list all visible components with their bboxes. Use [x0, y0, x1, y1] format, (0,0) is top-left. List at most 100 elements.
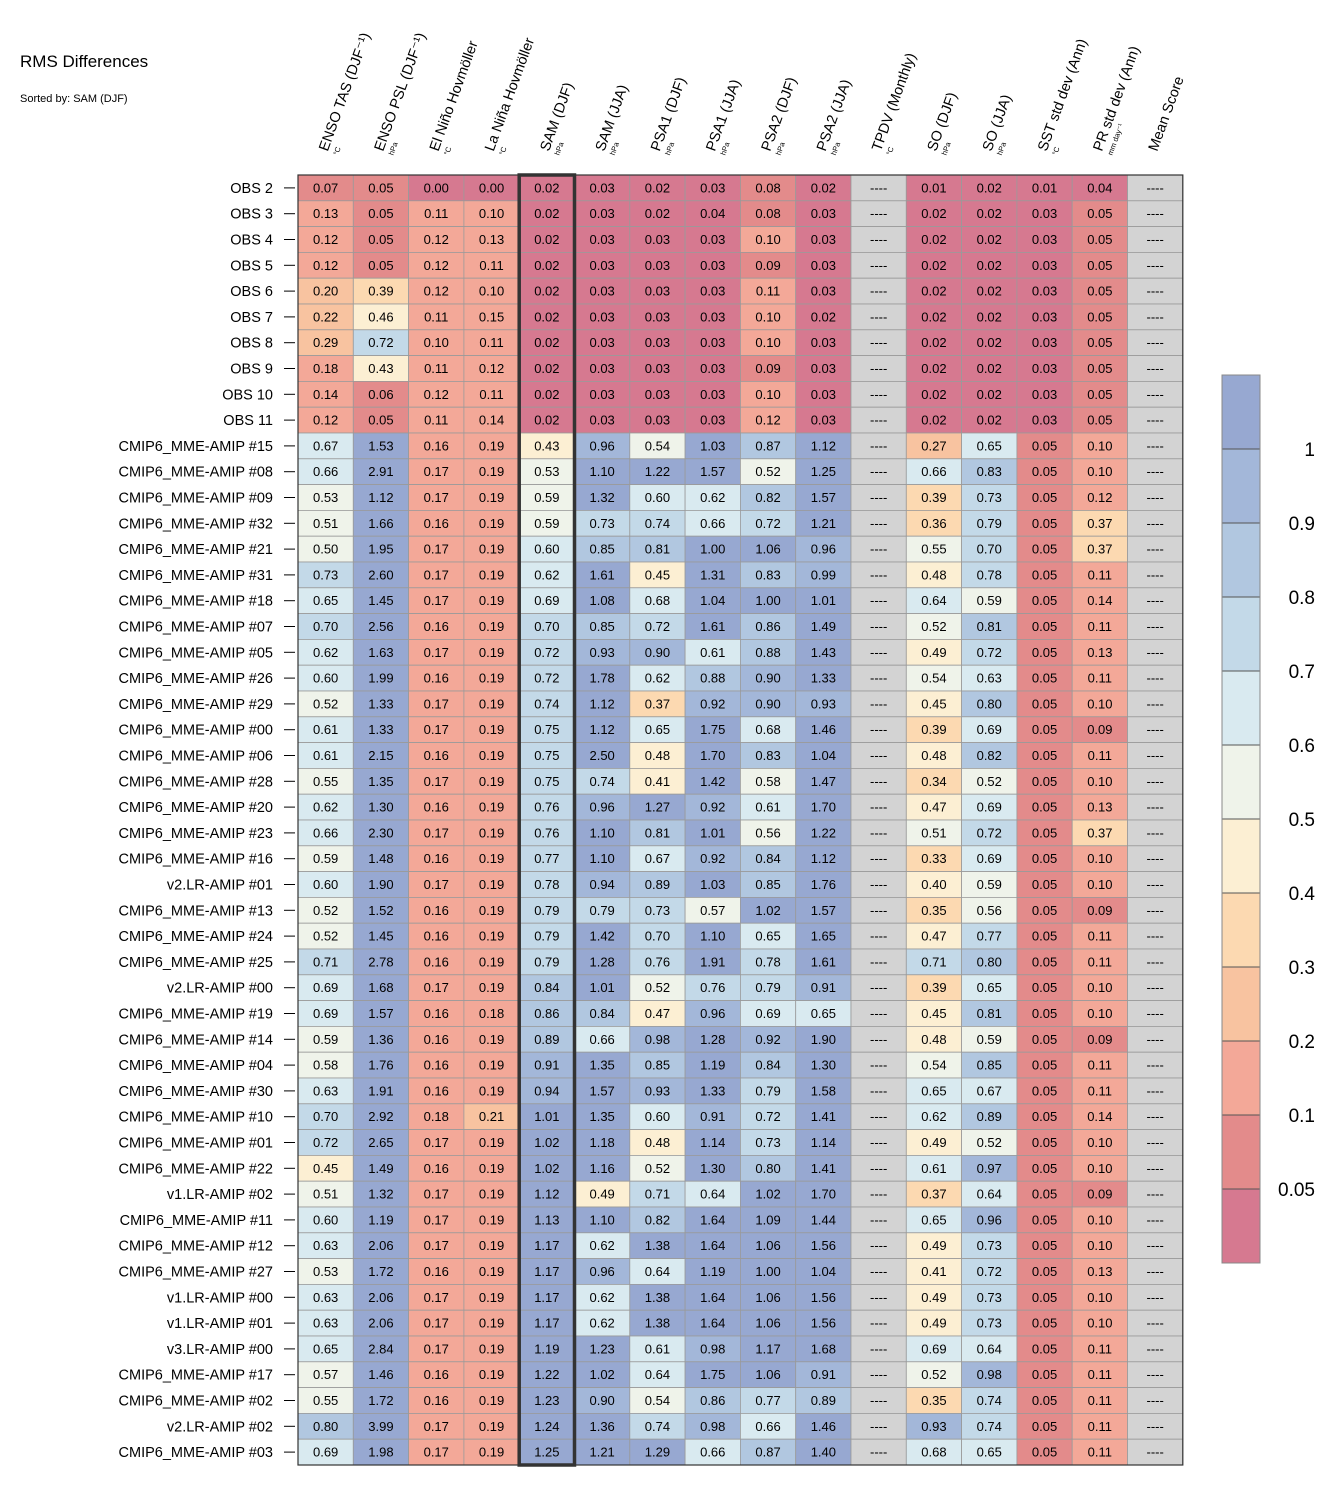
- cell-value: 1.32: [368, 1187, 393, 1202]
- cell-value: 0.17: [424, 696, 449, 711]
- cell-value: 0.19: [479, 593, 504, 608]
- heatmap-cell: [352, 380, 409, 408]
- heatmap-cell: [1016, 922, 1073, 950]
- heatmap-cell: [518, 664, 575, 692]
- heatmap-cell: [961, 406, 1018, 434]
- cell-value: 0.84: [589, 1006, 614, 1021]
- cell-value: 0.16: [424, 438, 449, 453]
- heatmap-cell: [961, 535, 1018, 563]
- cell-value: 0.49: [589, 1187, 614, 1202]
- heatmap-cell: [297, 664, 354, 692]
- cell-value: 0.64: [645, 1264, 670, 1279]
- heatmap-cell: [905, 1206, 962, 1234]
- cell-value: 0.61: [313, 722, 338, 737]
- cell-value: 0.03: [811, 206, 836, 221]
- heatmap-cell: [905, 793, 962, 821]
- heatmap-cell: [463, 716, 520, 743]
- cell-value: 1.63: [368, 645, 393, 660]
- cell-value: 0.09: [1087, 903, 1112, 918]
- row-label: CMIP6_MME-AMIP #32: [119, 516, 273, 532]
- cell-value: 0.05: [1032, 1161, 1057, 1176]
- colorbar-band: [1222, 671, 1260, 746]
- heatmap-cell: [1016, 1206, 1073, 1234]
- cell-value: 1.52: [368, 903, 393, 918]
- cell-value: 0.17: [424, 1290, 449, 1305]
- heatmap-cell: [352, 1232, 409, 1260]
- heatmap-cell: [905, 1155, 962, 1182]
- colorbar-tick-label: 0.8: [1289, 588, 1315, 609]
- cell-value: 1.06: [755, 1367, 780, 1382]
- heatmap-cell: [850, 277, 907, 305]
- cell-value: 1.10: [589, 464, 614, 479]
- cell-value: 0.88: [700, 671, 725, 686]
- cell-value: 0.37: [921, 1187, 946, 1202]
- cell-value: ----: [870, 309, 887, 324]
- cell-value: 0.46: [368, 309, 393, 324]
- heatmap-cell: [905, 1103, 962, 1131]
- cell-value: ----: [870, 1161, 887, 1176]
- heatmap-cell: [684, 406, 741, 434]
- heatmap-cell: [463, 1413, 520, 1440]
- heatmap-cell: [1071, 1387, 1128, 1414]
- heatmap-cell: [961, 948, 1018, 976]
- cell-value: 0.05: [1032, 1187, 1057, 1202]
- cell-value: 0.02: [977, 309, 1002, 324]
- cell-value: 0.05: [1087, 258, 1112, 273]
- heatmap-cell: [408, 251, 465, 279]
- heatmap-cell: [1016, 1335, 1073, 1363]
- cell-value: 0.05: [1087, 361, 1112, 376]
- heatmap-cell: [1127, 1206, 1184, 1234]
- heatmap-cell: [850, 1206, 907, 1234]
- heatmap-cell: [905, 1051, 962, 1079]
- cell-value: 0.11: [1088, 1419, 1112, 1434]
- cell-value: 0.19: [479, 1032, 504, 1047]
- cell-value: 0.93: [589, 645, 614, 660]
- heatmap-cell: [629, 768, 686, 795]
- cell-value: 0.10: [479, 284, 504, 299]
- cell-value: 0.41: [645, 774, 670, 789]
- heatmap-cell: [1127, 1284, 1184, 1311]
- cell-value: 1.47: [811, 774, 836, 789]
- cell-value: 1.56: [811, 1316, 836, 1331]
- heatmap-cell: [684, 587, 741, 614]
- heatmap-cell: [1071, 1103, 1128, 1131]
- cell-value: 0.02: [921, 335, 946, 350]
- cell-value: 0.16: [424, 1006, 449, 1021]
- cell-value: ----: [870, 1367, 887, 1382]
- cell-value: ----: [1146, 903, 1163, 918]
- cell-value: 0.53: [534, 464, 559, 479]
- cell-value: 0.05: [1032, 619, 1057, 634]
- cell-value: 0.60: [313, 877, 338, 892]
- heatmap-cell: [684, 1387, 741, 1414]
- cell-value: 0.72: [977, 645, 1002, 660]
- heatmap-cell: [463, 1438, 520, 1466]
- cell-value: 0.02: [977, 387, 1002, 402]
- heatmap-cell: [1127, 329, 1184, 356]
- cell-value: 0.81: [645, 542, 670, 557]
- heatmap-cell: [905, 329, 962, 356]
- heatmap-cell: [408, 200, 465, 228]
- heatmap-cell: [352, 251, 409, 279]
- cell-value: 0.59: [313, 851, 338, 866]
- heatmap-cell: [352, 1051, 409, 1079]
- heatmap-cell: [408, 1129, 465, 1156]
- cell-value: 1.42: [700, 774, 725, 789]
- cell-value: 0.03: [589, 232, 614, 247]
- cell-value: 0.19: [479, 980, 504, 995]
- cell-value: 0.14: [313, 387, 338, 402]
- row-label: CMIP6_MME-AMIP #12: [119, 1239, 273, 1255]
- colorbar-band: [1222, 819, 1260, 894]
- cell-value: 0.69: [313, 1445, 338, 1460]
- heatmap-cell: [463, 1361, 520, 1389]
- heatmap-cell: [297, 200, 354, 228]
- heatmap-cell: [1016, 1232, 1073, 1260]
- row-label: v1.LR-AMIP #02: [167, 1187, 273, 1203]
- cell-value: ----: [1146, 258, 1163, 273]
- column-header-label: Mean Score: [1146, 74, 1188, 153]
- heatmap-cell: [574, 355, 631, 382]
- cell-value: 0.19: [479, 1187, 504, 1202]
- cell-value: 0.19: [479, 645, 504, 660]
- cell-value: ----: [870, 206, 887, 221]
- cell-value: ----: [1146, 490, 1163, 505]
- heatmap-cell: [463, 871, 520, 898]
